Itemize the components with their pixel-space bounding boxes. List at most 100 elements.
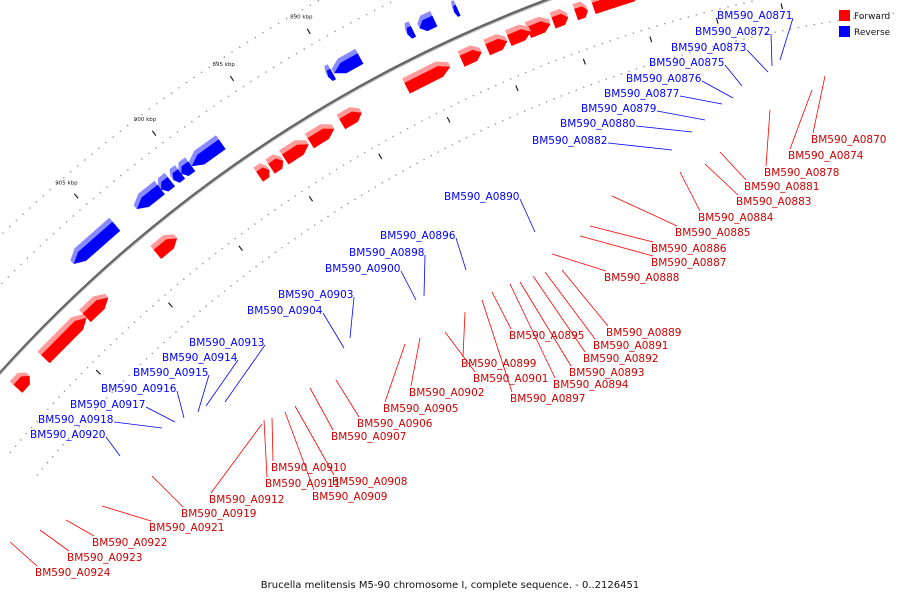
- guide-dot: [175, 331, 177, 333]
- guide-dot: [430, 154, 432, 157]
- guide-dot: [679, 18, 682, 20]
- forward-gene: [551, 13, 569, 29]
- tick-mark: [229, 75, 235, 82]
- reverse-gene: [406, 25, 417, 39]
- guide-dot: [117, 385, 119, 388]
- forward-gene-top: [505, 24, 531, 35]
- guide-dot: [860, 16, 863, 19]
- forward-gene-label: BM590_A0910: [271, 462, 346, 474]
- forward-leader: [65, 519, 95, 537]
- guide-dot: [318, 39, 321, 41]
- guide-dot: [813, 23, 816, 26]
- forward-gene-label: BM590_A0911: [265, 478, 340, 490]
- guide-dot: [105, 397, 108, 399]
- guide-dot: [280, 204, 283, 206]
- guide-dot: [663, 22, 666, 25]
- guide-dot: [170, 288, 173, 291]
- guide-dot: [25, 432, 27, 435]
- guide-dot: [214, 252, 217, 255]
- forward-gene-top: [253, 163, 270, 172]
- guide-dot: [75, 378, 77, 381]
- reverse-leader: [746, 49, 769, 73]
- forward-gene: [307, 128, 335, 149]
- legend-reverse-label: Reverse: [854, 28, 891, 38]
- guide-dot: [727, 6, 729, 8]
- guide-dot: [671, 20, 674, 23]
- guide-dot: [333, 211, 336, 213]
- guide-dot: [189, 273, 191, 275]
- forward-leader: [444, 331, 476, 373]
- forward-leader: [294, 405, 335, 476]
- guide-dot: [695, 14, 698, 16]
- guide-dot: [148, 152, 150, 155]
- guide-dot: [523, 110, 526, 112]
- guide-dot: [300, 233, 303, 235]
- reverse-leader: [400, 270, 417, 301]
- guide-dot: [13, 269, 16, 272]
- backbone-shadow: [0, 0, 553, 376]
- guide-dot: [357, 17, 360, 20]
- guide-dot: [555, 59, 558, 62]
- genes: [9, 0, 636, 393]
- forward-leader: [509, 283, 556, 379]
- guide-dot: [115, 338, 118, 340]
- guide-dot: [735, 4, 737, 6]
- guide-dot: [59, 226, 61, 229]
- guide-dot: [127, 327, 130, 329]
- guide-dot: [205, 110, 208, 113]
- guide-dot: [274, 209, 276, 211]
- guide-dot: [409, 166, 411, 168]
- reverse-gene: [172, 169, 186, 183]
- forward-gene-label: BM590_A0878: [764, 167, 839, 179]
- guide-dot: [170, 92, 173, 94]
- forward-leader: [39, 529, 70, 552]
- forward-gene-top: [265, 154, 284, 164]
- reverse-gene: [136, 184, 165, 210]
- forward-gene-label: BM590_A0923: [67, 552, 142, 564]
- guide-dot: [354, 198, 356, 201]
- guide-dot: [141, 113, 143, 116]
- forward-gene-label: BM590_A0887: [651, 257, 726, 269]
- guide-dot: [719, 7, 721, 10]
- guide-dot: [295, 52, 298, 55]
- guide-dot: [242, 275, 245, 278]
- reverse-gene-label: BM590_A0900: [325, 263, 400, 275]
- forward-leader: [579, 235, 654, 257]
- guide-dot: [451, 143, 454, 146]
- guide-dot: [666, 58, 668, 61]
- forward-gene: [459, 49, 482, 67]
- reverse-leader: [113, 421, 163, 429]
- guide-dot: [650, 63, 653, 65]
- guide-dot: [211, 300, 214, 302]
- guide-dot: [119, 130, 122, 133]
- guide-dot: [321, 177, 324, 179]
- guide-dot: [46, 239, 48, 241]
- guide-dot: [689, 52, 691, 54]
- guide-dot: [586, 48, 588, 50]
- guide-dot: [385, 139, 387, 142]
- guide-dot: [532, 68, 535, 71]
- guide-dot: [381, 5, 384, 8]
- forward-gene: [41, 317, 87, 364]
- forward-gene-label: BM590_A0919: [181, 508, 256, 520]
- guide-dot: [635, 68, 638, 70]
- guide-dot: [837, 19, 839, 22]
- reverse-gene-top: [404, 21, 411, 35]
- guide-dot: [487, 126, 490, 129]
- guide-dot: [658, 60, 661, 63]
- guide-dot: [560, 95, 563, 97]
- guide-dot: [687, 16, 690, 18]
- forward-gene-label: BM590_A0901: [473, 373, 548, 385]
- guide-dot: [285, 17, 288, 20]
- reverse-gene: [334, 53, 364, 74]
- forward-gene: [13, 375, 30, 393]
- reverse-leader: [519, 198, 536, 233]
- forward-leader: [551, 253, 607, 272]
- reverse-gene-label: BM590_A0920: [30, 429, 105, 441]
- reverse-gene: [191, 139, 226, 167]
- guide-dot: [91, 153, 93, 155]
- forward-leader: [704, 163, 739, 196]
- grid-dots: [1, 0, 894, 476]
- guide-dot: [363, 151, 366, 154]
- guide-dot: [78, 426, 80, 428]
